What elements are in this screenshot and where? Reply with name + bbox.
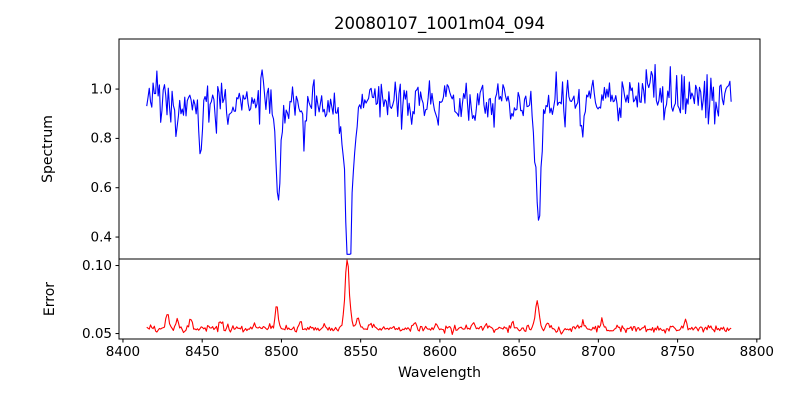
error-panel-frame [118,258,761,340]
x-tick-label: 8800 [740,344,774,360]
x-tick-label: 8400 [106,344,140,360]
y-tick-label: 0.10 [82,258,112,274]
x-tick-label: 8450 [185,344,219,360]
chart-title: 20080107_1001m04_094 [334,14,545,34]
x-axis-label: Wavelength [398,365,481,381]
y-tick-label: 0.05 [82,326,112,342]
x-tick-label: 8500 [264,344,298,360]
x-tick-label: 8600 [423,344,457,360]
y-tick-label: 0.4 [91,229,112,245]
spectrum-line [146,64,732,255]
y-axis-label-spectrum: Spectrum [40,115,56,183]
x-tick-label: 8650 [502,344,536,360]
y-tick-label: 1.0 [91,81,112,97]
y-axis-label-error: Error [42,282,58,316]
y-tick-label: 0.8 [91,131,112,147]
x-tick-label: 8750 [660,344,694,360]
spectrum-panel-frame [118,38,761,260]
error-line [146,259,732,335]
y-tick-label: 0.6 [91,180,112,196]
x-tick-label: 8550 [343,344,377,360]
x-tick-label: 8700 [581,344,615,360]
